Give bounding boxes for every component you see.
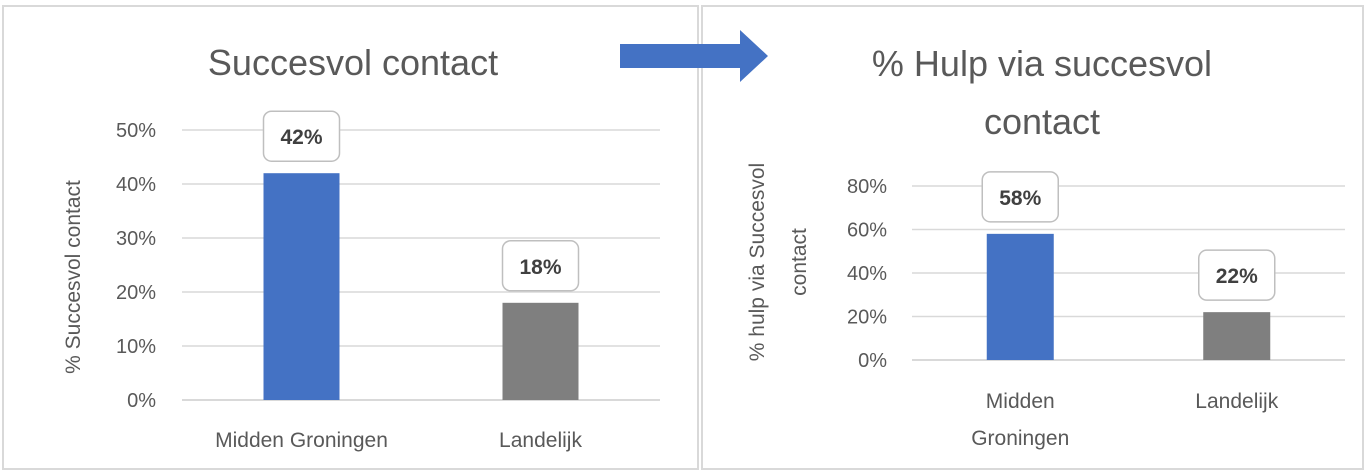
chart2-y-tick-label: 20% [847,307,887,329]
chart1-y-axis-label: % Succesvol contact [62,180,85,374]
chart2-y-tick-label: 60% [847,220,887,242]
chart1-y-tick-label: 40% [116,174,156,196]
chart1-marks: 0% 10% 20% 30% 40% 50% 42% Midden Groningen 18% L… [116,110,660,452]
chart2-y-tick-label: 0% [858,350,887,372]
chart1-y-tick-label: 50% [116,120,156,142]
chart1-x-category-label: Midden Groningen [215,429,388,452]
chart2-bar [986,233,1054,360]
chart1-x-category-label: Landelijk [499,429,582,452]
chart1-y-tick-label: 0% [127,390,156,412]
chart1-data-label-box [501,240,580,292]
chart1-title: Succesvol contact [208,42,498,83]
chart2-y-axis-label-line2: contact [788,228,811,296]
chart1-bar [263,173,340,400]
chart2-data-label: 58% [999,187,1041,210]
chart1-y-tick-label: 30% [116,228,156,250]
chart2-bar [1203,312,1271,360]
chart1-bar [502,302,579,400]
chart1-y-tick-label: 10% [116,336,156,358]
chart2-y-axis-label-line1: % hulp via Succesvol [746,163,769,361]
chart1-data-label-box [262,110,341,162]
chart2-x-category-label: Landelijk [1195,390,1278,413]
chart2-title-line1: % Hulp via succesvol [872,43,1212,84]
chart2-marks: 0% 20% 40% 60% 80% 58% Midden Groningen 22% Lande… [847,171,1345,450]
chart2-y-tick-label: 40% [847,263,887,285]
chart1-data-label: 18% [519,256,561,279]
arrow-right-icon [620,30,768,82]
chart1-y-tick-label: 20% [116,282,156,304]
chart2-title-line2: contact [984,101,1100,142]
chart2-x-category-label: Groningen [971,427,1069,450]
chart2-data-label-box [981,171,1059,223]
chart2-x-category-label: Midden [986,390,1055,413]
chart2-y-tick-label: 80% [847,176,887,198]
chart1-data-label: 42% [280,126,322,149]
chart2-data-label-box [1198,249,1276,301]
chart2-data-label: 22% [1216,265,1258,288]
